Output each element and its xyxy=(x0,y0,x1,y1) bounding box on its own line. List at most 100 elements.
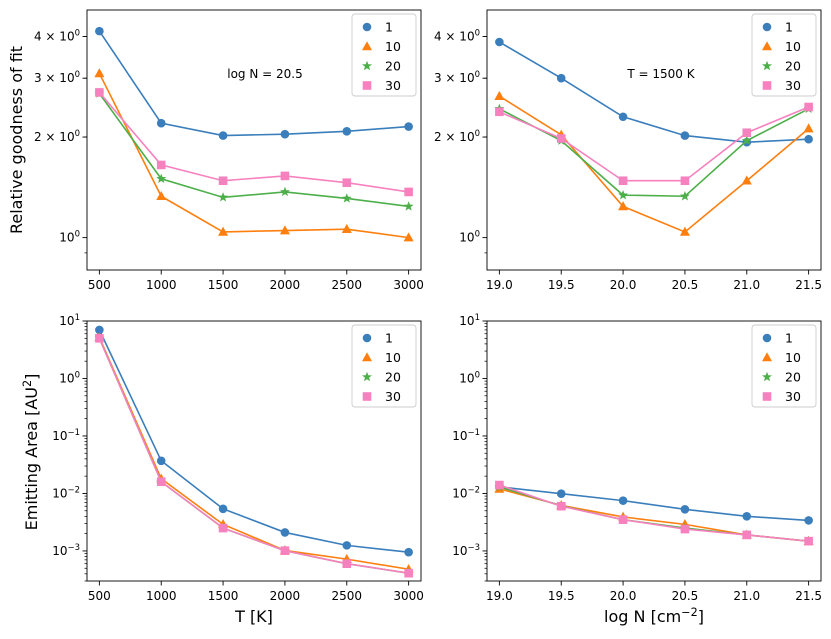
series-line xyxy=(499,106,809,182)
y-tick-label: 4 × 100 xyxy=(434,28,480,43)
legend-box xyxy=(751,13,817,97)
legend-marker xyxy=(362,392,372,401)
data-point xyxy=(556,501,566,511)
legend-label: 20 xyxy=(385,59,401,74)
data-point xyxy=(95,334,104,343)
x-tick-label: 2000 xyxy=(270,278,301,292)
legend-label: 1 xyxy=(785,20,793,35)
y-tick-label: 100 xyxy=(459,230,480,245)
series-20 xyxy=(494,103,814,201)
y-tick-label: 10−2 xyxy=(52,485,80,500)
data-point xyxy=(680,505,690,514)
x-tick-label: 19.0 xyxy=(486,278,513,292)
data-point xyxy=(280,546,290,555)
series-line xyxy=(499,488,809,542)
x-tick-label: 21.0 xyxy=(733,589,760,603)
series-1 xyxy=(495,37,813,147)
data-point xyxy=(218,523,228,533)
data-point xyxy=(403,201,414,211)
series-line xyxy=(98,30,409,137)
y-axis-label-bottom: Emitting Area [AU2] xyxy=(21,374,42,531)
data-point xyxy=(342,178,352,188)
legend-marker xyxy=(762,333,772,343)
data-point xyxy=(618,201,629,211)
legend-label: 10 xyxy=(385,39,401,54)
series-1 xyxy=(95,325,413,557)
x-tick-label: 21.5 xyxy=(795,589,822,603)
data-point xyxy=(742,128,752,138)
legend: 1 10 20 30 xyxy=(751,324,817,408)
series-line xyxy=(98,91,409,193)
y-tick-label: 100 xyxy=(59,230,80,245)
legend-label: 10 xyxy=(385,350,401,365)
x-tick-label: 500 xyxy=(88,278,111,292)
series-line xyxy=(498,95,810,233)
data-point xyxy=(618,112,628,122)
legend-label: 20 xyxy=(385,370,401,385)
x-tick-label: 20.0 xyxy=(610,278,637,292)
legend-box xyxy=(751,324,817,408)
data-point xyxy=(342,559,352,568)
legend-marker xyxy=(762,392,772,401)
data-point xyxy=(741,175,752,185)
series-line xyxy=(499,486,809,542)
data-point xyxy=(804,536,813,546)
series-line xyxy=(98,329,409,554)
data-point xyxy=(618,176,628,186)
y-axis-label-top: Relative goodness of fit xyxy=(7,46,26,234)
data-point xyxy=(741,135,752,145)
legend-box xyxy=(351,13,417,97)
legend-marker xyxy=(762,60,772,71)
data-point xyxy=(341,223,352,233)
legend-marker xyxy=(762,81,772,90)
data-point xyxy=(156,160,166,170)
x-axis-label-left: T [K] xyxy=(234,607,273,626)
data-point xyxy=(404,122,413,131)
y-tick-label: 3 × 100 xyxy=(34,70,80,85)
plot-frame xyxy=(86,320,422,582)
panel-top-left: 100 2 × 100 3 × 100 4 × 100 500 1000 1500 2000 2… xyxy=(34,9,424,292)
legend-label: 20 xyxy=(785,59,801,74)
y-tick-label: 10−1 xyxy=(52,428,80,443)
x-tick-label: 1000 xyxy=(146,589,177,603)
data-point xyxy=(218,192,229,202)
legend-marker xyxy=(362,333,372,343)
x-tick-label: 2000 xyxy=(270,589,301,603)
data-point xyxy=(804,102,813,112)
y-tick-label: 10−1 xyxy=(452,428,480,443)
legend-label: 1 xyxy=(385,331,393,346)
data-point xyxy=(618,496,628,505)
legend-marker xyxy=(762,352,772,362)
data-point xyxy=(495,480,504,490)
data-point xyxy=(404,547,413,557)
legend-marker xyxy=(362,60,372,71)
x-tick-label: 1500 xyxy=(208,589,239,603)
series-30 xyxy=(495,102,813,186)
legend: 1 10 20 30 xyxy=(751,13,817,97)
data-point xyxy=(495,107,504,117)
series-20 xyxy=(94,88,414,211)
data-point xyxy=(680,524,690,534)
y-tick-label: 3 × 100 xyxy=(434,70,480,85)
series-1 xyxy=(495,482,813,525)
series-10 xyxy=(494,90,814,236)
data-point xyxy=(156,456,166,466)
legend-marker xyxy=(362,352,372,362)
data-point xyxy=(218,226,229,236)
x-tick-label: 20.0 xyxy=(610,589,637,603)
legend-label: 1 xyxy=(785,331,793,346)
data-point xyxy=(556,73,566,83)
series-line xyxy=(498,41,809,144)
data-point xyxy=(804,516,813,525)
legend-box xyxy=(351,324,417,408)
series-30 xyxy=(95,334,413,578)
data-point xyxy=(618,189,629,200)
series-line xyxy=(98,337,409,574)
y-tick-label: 101 xyxy=(59,313,80,328)
legend-label: 1 xyxy=(385,20,393,35)
x-tick-label: 20.5 xyxy=(672,278,699,292)
legend-label: 10 xyxy=(785,39,801,54)
series-30 xyxy=(495,480,813,546)
